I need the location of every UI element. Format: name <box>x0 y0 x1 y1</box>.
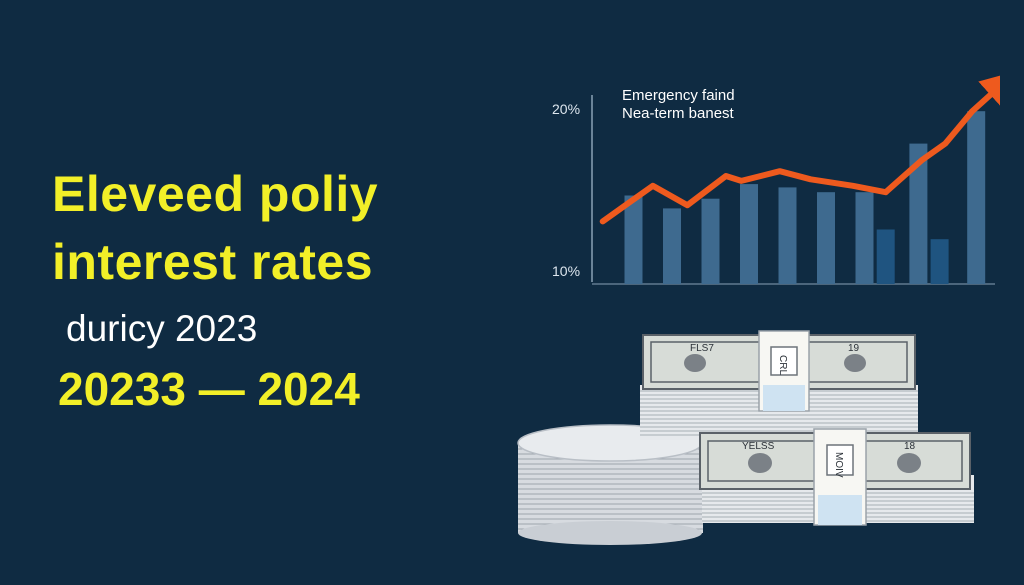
top-bill-right-label: 19 <box>848 343 860 354</box>
trend-line <box>599 70 1000 225</box>
bar-5 <box>778 187 797 284</box>
bar-10 <box>930 239 949 284</box>
y-tick-label-top: 20% <box>552 101 580 117</box>
headline-line-2: interest rates <box>52 234 374 290</box>
headline: Eleveed poliy interest rates <box>52 160 378 296</box>
bar-9 <box>909 143 928 284</box>
headline-line-1: Eleveed poliy <box>52 166 379 222</box>
bottom-band-label: MOIV <box>833 452 844 478</box>
bar-4 <box>740 184 758 284</box>
bar-7 <box>855 192 874 284</box>
bars-group <box>624 111 986 284</box>
top-bill-left-label: FLS7 <box>690 343 714 354</box>
front-bill-stack: YELSS 18 MOIV <box>699 428 974 526</box>
bar-2 <box>663 208 681 284</box>
legend-label-nearterm: Nea-term banest <box>622 105 735 122</box>
legend-label-emergency: Emergency faind <box>622 87 735 104</box>
cash-stacks-illustration: FLS7 19 CRL YELSS 18 MOIV <box>517 330 974 545</box>
back-bill-stack: FLS7 19 CRL <box>640 330 918 440</box>
year-range: 20233 — 2024 <box>58 363 360 415</box>
bar-6 <box>817 192 835 284</box>
top-band-label: CRL <box>777 355 788 375</box>
interest-rate-chart: 20% 10% Emergency faind Nea-term banest <box>552 70 1000 285</box>
bottom-bill-right-label: 18 <box>904 441 916 452</box>
y-tick-label-bottom: 10% <box>552 263 580 279</box>
bar-8 <box>876 229 895 284</box>
bottom-bill-left-label: YELSS <box>742 441 775 452</box>
bar-3 <box>701 198 720 284</box>
coin-stack <box>517 424 703 545</box>
subline-text: duricy 2023 <box>66 308 258 349</box>
bar-11 <box>967 111 986 284</box>
bar-1 <box>624 195 643 284</box>
